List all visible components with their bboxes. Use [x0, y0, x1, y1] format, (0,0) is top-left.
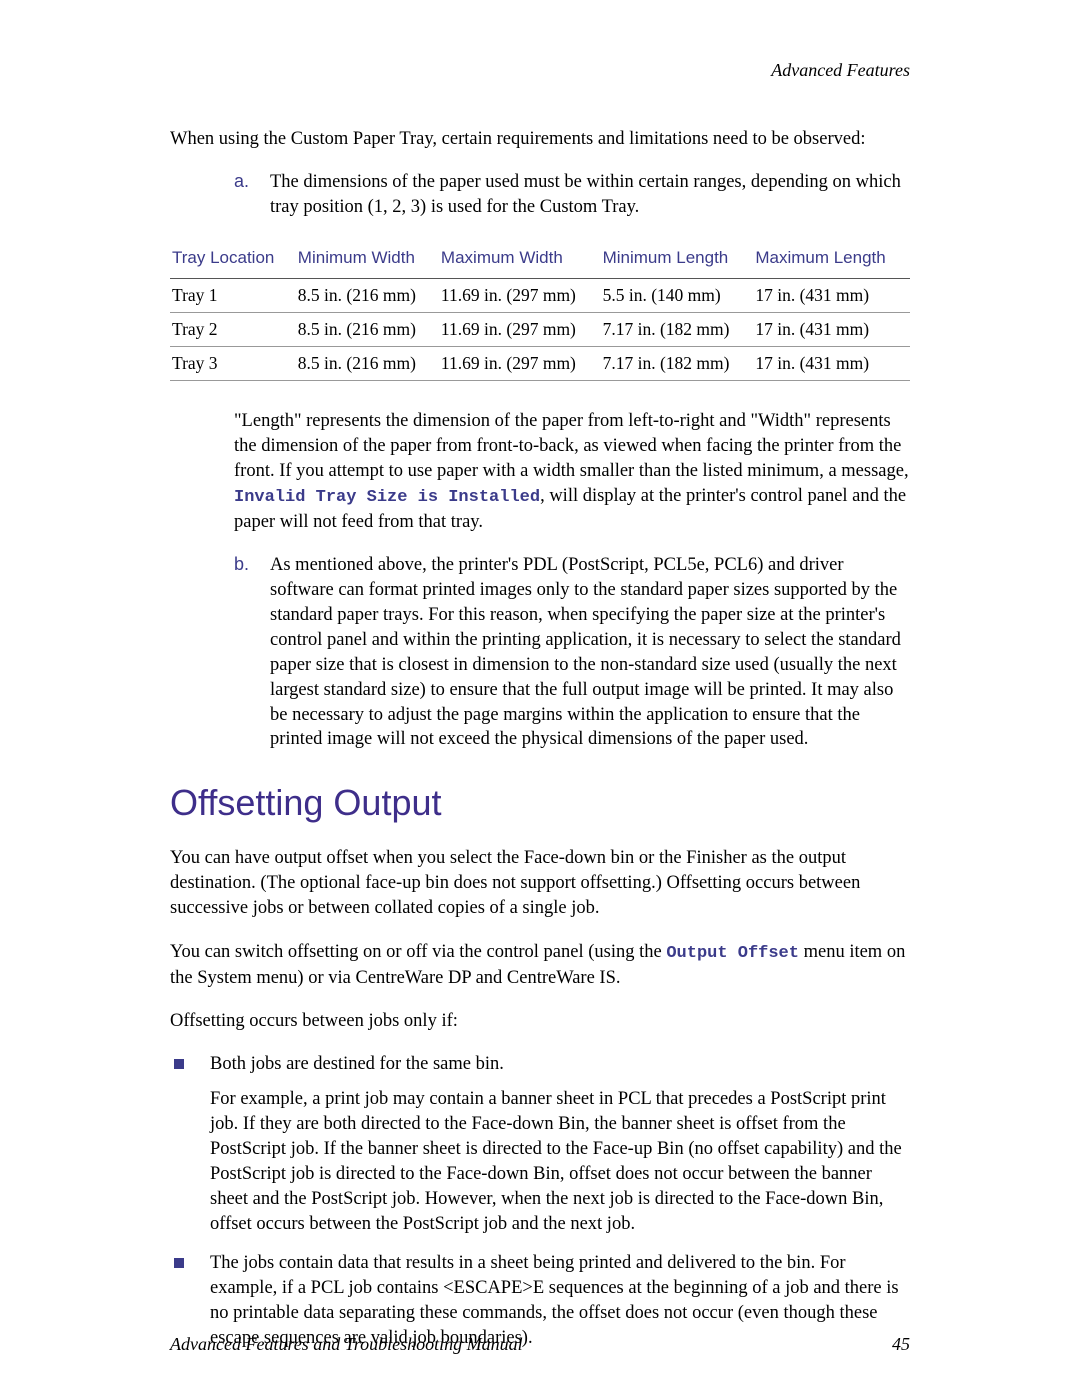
bullet-subtext-1: For example, a print job may contain a b… — [210, 1087, 910, 1237]
offset-p2-before: You can switch offsetting on or off via … — [170, 942, 666, 962]
square-bullet-icon — [174, 1059, 184, 1069]
list-marker-a: a. — [234, 170, 270, 192]
cell: 17 in. (431 mm) — [753, 312, 910, 346]
cell: Tray 1 — [170, 278, 296, 312]
cell: 17 in. (431 mm) — [753, 278, 910, 312]
tray-dimensions-table: Tray Location Minimum Width Maximum Widt… — [170, 240, 910, 381]
code-invalid-tray: Invalid Tray Size is Installed — [234, 488, 540, 507]
cell: 17 in. (431 mm) — [753, 346, 910, 380]
code-output-offset: Output Offset — [666, 944, 799, 963]
footer-left: Advanced Features and Troubleshooting Ma… — [170, 1334, 523, 1355]
th-tray-location: Tray Location — [170, 240, 296, 279]
cell: 11.69 in. (297 mm) — [439, 278, 601, 312]
cell: 8.5 in. (216 mm) — [296, 278, 439, 312]
table-row: Tray 2 8.5 in. (216 mm) 11.69 in. (297 m… — [170, 312, 910, 346]
offset-paragraph-1: You can have output offset when you sele… — [170, 846, 910, 921]
bullet-text-1: Both jobs are destined for the same bin. — [210, 1052, 910, 1077]
list-text-a: The dimensions of the paper used must be… — [270, 170, 910, 220]
cell: 5.5 in. (140 mm) — [601, 278, 754, 312]
list-text-b: As mentioned above, the printer's PDL (P… — [270, 553, 910, 753]
cell: 7.17 in. (182 mm) — [601, 312, 754, 346]
cell: 7.17 in. (182 mm) — [601, 346, 754, 380]
th-min-length: Minimum Length — [601, 240, 754, 279]
list-marker-b: b. — [234, 553, 270, 575]
footer-right: 45 — [892, 1334, 910, 1355]
cell: 8.5 in. (216 mm) — [296, 346, 439, 380]
th-min-width: Minimum Width — [296, 240, 439, 279]
cell: Tray 3 — [170, 346, 296, 380]
th-max-width: Maximum Width — [439, 240, 601, 279]
table-row: Tray 3 8.5 in. (216 mm) 11.69 in. (297 m… — [170, 346, 910, 380]
list-item-b: b. As mentioned above, the printer's PDL… — [234, 553, 910, 753]
offset-paragraph-3: Offsetting occurs between jobs only if: — [170, 1009, 910, 1034]
cell: 11.69 in. (297 mm) — [439, 346, 601, 380]
th-max-length: Maximum Length — [753, 240, 910, 279]
intro-paragraph: When using the Custom Paper Tray, certai… — [170, 127, 910, 152]
offset-paragraph-2: You can switch offsetting on or off via … — [170, 940, 910, 991]
page-header-right: Advanced Features — [170, 60, 910, 81]
section-heading-offsetting: Offsetting Output — [170, 782, 910, 824]
square-bullet-icon — [174, 1258, 184, 1268]
list-item-a: a. The dimensions of the paper used must… — [234, 170, 910, 220]
bullet-item-1: Both jobs are destined for the same bin. — [170, 1052, 910, 1077]
table-row: Tray 1 8.5 in. (216 mm) 11.69 in. (297 m… — [170, 278, 910, 312]
length-para-before: "Length" represents the dimension of the… — [234, 411, 909, 481]
cell: 11.69 in. (297 mm) — [439, 312, 601, 346]
cell: Tray 2 — [170, 312, 296, 346]
cell: 8.5 in. (216 mm) — [296, 312, 439, 346]
length-explanation: "Length" represents the dimension of the… — [234, 409, 910, 535]
